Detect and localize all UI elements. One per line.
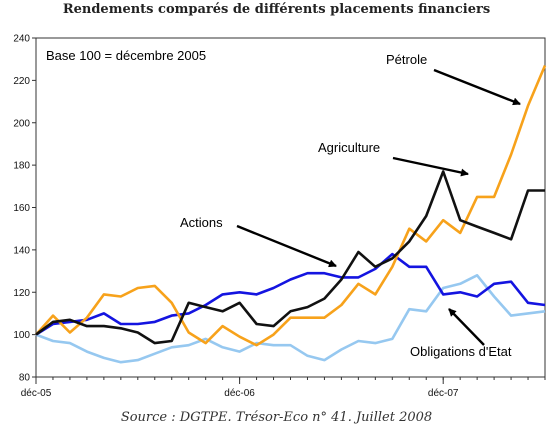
annotation-label: Agriculture (318, 140, 380, 155)
x-tick-label: déc-07 (428, 388, 459, 399)
y-tick-label: 220 (13, 76, 30, 87)
series-layer (35, 64, 547, 364)
annotation-arrow (433, 68, 521, 106)
annotation-label: Actions (180, 215, 223, 230)
annotation-layer: Base 100 = décembre 2005 Pétrole Agricultu… (46, 48, 521, 359)
y-tick-label: 100 (13, 330, 30, 341)
series-line-0 (35, 64, 547, 347)
series-line-3 (35, 273, 546, 364)
y-tick-label: 120 (13, 288, 30, 299)
annotation-arrow (236, 224, 337, 268)
annotation-arrow (448, 308, 485, 346)
annotation-label: Obligations d'Etat (410, 344, 512, 359)
y-tick-label: 160 (13, 203, 30, 214)
base-note: Base 100 = décembre 2005 (46, 48, 206, 63)
y-tick-label: 240 (13, 34, 30, 45)
annotation-arrow (392, 156, 469, 177)
chart-title: Rendements comparés de différents placem… (62, 2, 491, 17)
series-line-1 (35, 170, 545, 345)
x-tick-label: déc-05 (21, 388, 52, 399)
x-tick-label: déc-06 (224, 388, 255, 399)
y-tick-label: 180 (13, 161, 30, 172)
annotation-label: Pétrole (386, 52, 427, 67)
source-note: Source : DGTPE. Trésor-Eco n° 41. Juille… (120, 410, 433, 425)
y-tick-label: 200 (13, 118, 30, 129)
series-line-2 (35, 252, 546, 336)
y-tick-label: 140 (13, 245, 30, 256)
axes: 80 100 120 140 160 180 200 220 240 déc-05 déc-06 dé… (13, 34, 546, 399)
y-tick-label: 80 (19, 373, 31, 384)
